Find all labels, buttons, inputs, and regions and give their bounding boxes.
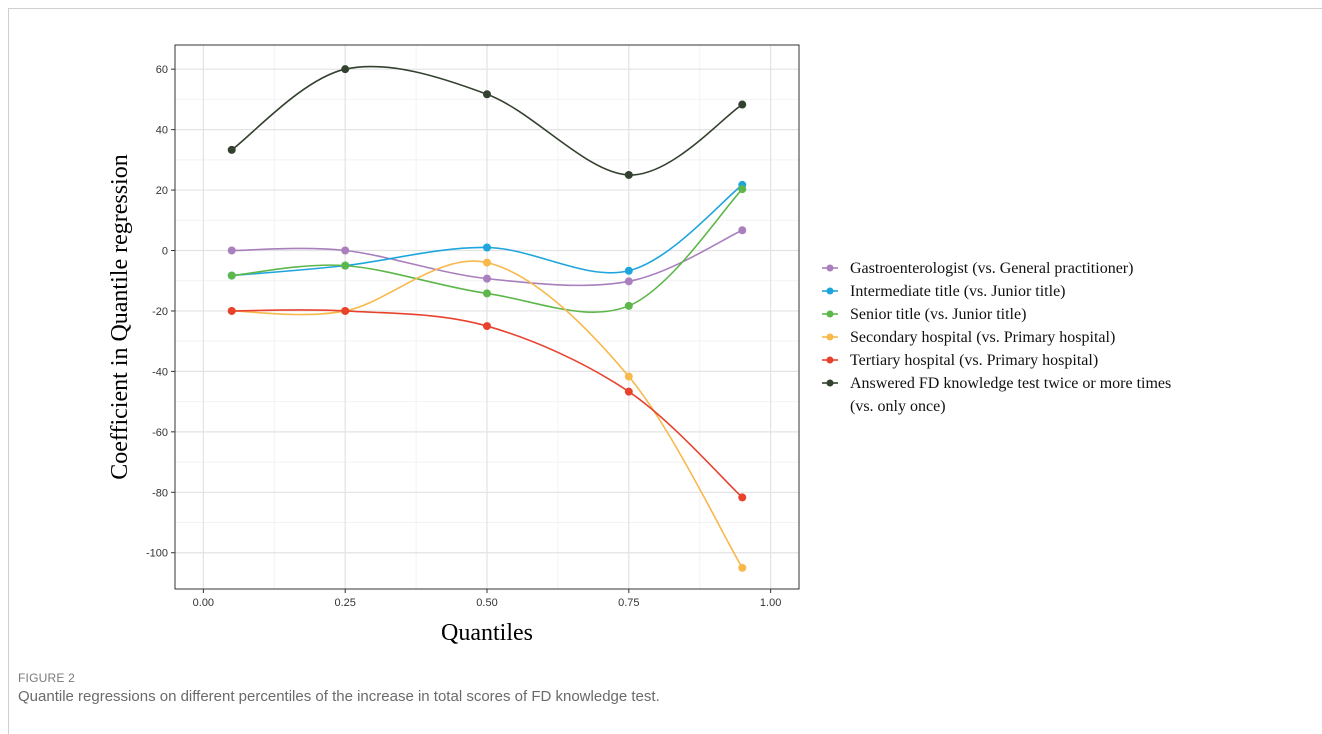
data-point [227,145,236,154]
x-tick-label: 1.00 [760,597,781,609]
data-point [341,306,350,315]
x-tick-label: 0.00 [193,597,214,609]
legend-key-point [826,264,834,272]
figure-label: FIGURE 2 [18,671,75,685]
legend-item: Secondary hospital (vs. Primary hospital… [822,329,1115,346]
legend-label-line2: (vs. only once) [850,398,946,415]
data-point [738,493,747,502]
legend-item: Gastroenterologist (vs. General practiti… [822,260,1133,277]
series-line [231,260,743,569]
y-tick-label: 60 [156,64,168,76]
data-point [227,306,236,315]
legend-label: Tertiary hospital (vs. Primary hospital) [850,352,1098,369]
y-tick-label: 20 [156,185,168,197]
data-point [483,322,491,331]
y-tick-label: -100 [146,548,168,560]
data-point [341,261,350,270]
series-layer [227,65,747,572]
quantile-regression-chart: -100 -80 -60 -40 -20 0 20 40 60 0.00 0.25 0.50 0.75 1… [107,44,1171,646]
legend-key-point [826,379,834,387]
x-tick-label: 0.75 [618,597,639,609]
series-line [231,309,743,499]
legend: Gastroenterologist (vs. General practiti… [822,260,1171,415]
axis-ticks: -100 -80 -60 -40 -20 0 20 40 60 0.00 0.25 0.50 0.75 1… [146,64,781,609]
legend-key-point [826,310,834,318]
data-point [341,65,350,74]
y-tick-label: -20 [152,306,168,318]
data-point [483,243,491,252]
data-point [738,185,747,194]
legend-label: Answered FD knowledge test twice or more… [850,375,1171,392]
x-tick-label: 0.50 [476,597,497,609]
data-point [341,246,350,255]
data-point [624,301,633,310]
y-tick-label: -40 [152,366,168,378]
legend-key-point [826,287,834,295]
data-point [624,387,633,396]
data-point [624,372,633,381]
legend-label: Intermediate title (vs. Junior title) [850,283,1066,300]
data-point [624,170,633,179]
legend-key-point [826,356,834,364]
x-axis-title: Quantiles [441,620,533,646]
legend-item: Intermediate title (vs. Junior title) [822,283,1066,300]
y-tick-label: 40 [156,125,168,137]
data-point [483,274,491,283]
data-point [227,271,236,280]
data-point [227,246,236,255]
data-point [738,563,747,572]
y-tick-label: 0 [162,246,168,258]
legend-label: Secondary hospital (vs. Primary hospital… [850,329,1115,346]
series-6 [227,65,747,179]
data-point [624,277,633,286]
legend-label: Gastroenterologist (vs. General practiti… [850,260,1133,277]
data-point [738,100,747,109]
y-axis-title: Coefficient in Quantile regression [107,154,133,479]
figure-frame [8,8,1322,734]
legend-item: Senior title (vs. Junior title) [822,306,1026,323]
legend-item: Answered FD knowledge test twice or more… [822,375,1171,415]
data-point [483,289,491,298]
figure-caption: Quantile regressions on different percen… [18,688,660,705]
x-tick-label: 0.25 [334,597,355,609]
legend-item: Tertiary hospital (vs. Primary hospital) [822,352,1098,369]
series-5 [227,306,747,502]
data-point [483,90,491,99]
y-tick-label: -80 [152,487,168,499]
series-3 [227,185,747,313]
data-point [738,226,747,235]
y-tick-label: -60 [152,427,168,439]
legend-label: Senior title (vs. Junior title) [850,306,1026,323]
legend-key-point [826,333,834,341]
data-point [483,258,491,267]
data-point [624,266,633,275]
series-1 [227,226,747,287]
